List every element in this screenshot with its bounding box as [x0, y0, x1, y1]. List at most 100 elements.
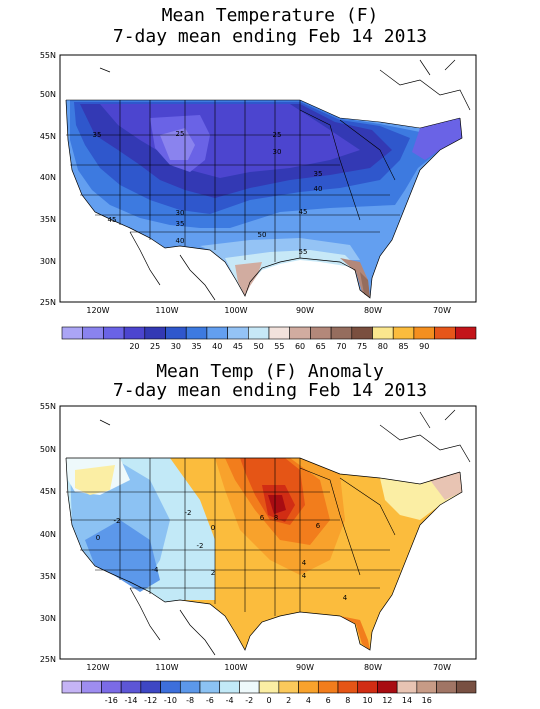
lon-label: 80W — [364, 663, 382, 672]
legend-swatch — [351, 326, 373, 340]
contour-label: 4 — [302, 572, 307, 580]
lon-label: 110W — [155, 306, 178, 315]
lat-axis-bottom: 55N 50N 45N 40N 35N 30N 25N — [40, 402, 56, 664]
temperature-legend-ticks: 20 25 30 35 40 45 50 55 60 65 70 75 80 85 90 — [129, 342, 429, 351]
lat-label: 40N — [40, 173, 56, 182]
lat-label: 25N — [40, 655, 56, 664]
legend-swatch — [248, 326, 270, 340]
lat-label: 55N — [40, 51, 56, 60]
contour-label: 2 — [211, 569, 215, 577]
legend-tick-label: 40 — [212, 342, 222, 351]
legend-tick-label: 6 — [326, 696, 331, 705]
contour-label: 30 — [176, 209, 185, 217]
lon-label: 100W — [224, 306, 247, 315]
legend-swatch — [81, 680, 102, 694]
legend-tick-label: 20 — [129, 342, 139, 351]
legend-tick-label: 0 — [266, 696, 271, 705]
contour-labels-top: 35 25 25 30 35 40 45 30 35 40 50 55 45 — [93, 130, 323, 256]
legend-swatch — [454, 326, 477, 340]
legend-swatch — [206, 326, 228, 340]
legend-tick-label: -12 — [144, 696, 157, 705]
legend-swatch — [199, 680, 221, 694]
contour-label: 50 — [258, 231, 267, 239]
legend-swatch — [289, 326, 311, 340]
lon-label: 80W — [364, 306, 382, 315]
legend-tick-label: 55 — [274, 342, 284, 351]
contour-label: 6 — [260, 514, 265, 522]
legend-swatch — [61, 326, 84, 340]
legend-tick-label: 85 — [398, 342, 408, 351]
lon-label: 110W — [155, 663, 178, 672]
contour-label: 4 — [302, 559, 307, 567]
legend-swatch — [317, 680, 339, 694]
legend-swatch — [268, 326, 291, 340]
lat-label: 30N — [40, 614, 56, 623]
legend-swatch — [337, 680, 359, 694]
legend-swatch — [160, 680, 181, 694]
legend-swatch — [330, 326, 353, 340]
legend-tick-label: 16 — [422, 696, 432, 705]
legend-swatch — [82, 326, 104, 340]
legend-tick-label: 14 — [402, 696, 412, 705]
lat-label: 55N — [40, 402, 56, 411]
legend-tick-label: 30 — [171, 342, 181, 351]
contour-label: 25 — [273, 131, 282, 139]
contour-label: 8 — [274, 514, 278, 522]
contour-label: 35 — [314, 170, 323, 178]
legend-swatch — [258, 680, 280, 694]
contour-label: 55 — [299, 248, 308, 256]
anomaly-legend — [61, 680, 477, 694]
legend-swatch — [455, 680, 477, 694]
legend-swatch — [413, 326, 435, 340]
lon-label: 120W — [86, 663, 109, 672]
map-frame-bottom — [59, 405, 477, 660]
contour-label: 6 — [316, 522, 321, 530]
lat-label: 50N — [40, 90, 56, 99]
map-frame-top — [59, 54, 477, 303]
contour-label: 0 — [211, 524, 215, 532]
contour-label: 25 — [176, 130, 185, 138]
temperature-shading — [60, 55, 476, 302]
legend-swatch — [185, 326, 208, 340]
legend-swatch — [239, 680, 260, 694]
legend-swatch — [357, 680, 378, 694]
temperature-legend — [61, 326, 477, 340]
contour-label: 4 — [343, 594, 348, 602]
map-subtitle-top: 7-day mean ending Feb 14 2013 — [112, 26, 428, 47]
contour-label: 0 — [96, 534, 100, 542]
lon-axis-bottom: 120W 110W 100W 90W 80W 70W — [86, 663, 451, 672]
legend-swatch — [179, 680, 201, 694]
legend-tick-label: 90 — [419, 342, 429, 351]
legend-swatch — [392, 326, 415, 340]
anomaly-legend-ticks: -16 -14 -12 -10 -8 -6 -4 -2 0 2 4 6 8 10 12 14 16 — [105, 696, 432, 705]
legend-swatch — [310, 326, 332, 340]
contour-label: 35 — [93, 131, 102, 139]
legend-tick-label: 2 — [286, 696, 291, 705]
legend-tick-label: -10 — [164, 696, 177, 705]
contour-label: 45 — [108, 216, 117, 224]
contour-label: -2 — [197, 542, 204, 550]
legend-tick-label: -6 — [206, 696, 214, 705]
legend-tick-label: 65 — [316, 342, 326, 351]
contour-label: -2 — [185, 509, 192, 517]
legend-swatch — [416, 680, 437, 694]
lon-axis-top: 120W 110W 100W 90W 80W 70W — [86, 306, 451, 315]
legend-tick-label: 60 — [295, 342, 305, 351]
lat-label: 50N — [40, 445, 56, 454]
contour-label: -4 — [152, 566, 160, 574]
legend-swatch — [140, 680, 161, 694]
contour-label: 40 — [314, 185, 323, 193]
legend-tick-label: 45 — [233, 342, 243, 351]
state-boundaries-bottom — [66, 458, 400, 616]
legend-swatch — [434, 326, 456, 340]
coastlines-bottom — [65, 409, 471, 656]
coastlines — [65, 59, 471, 301]
lat-label: 35N — [40, 215, 56, 224]
legend-swatch — [278, 680, 299, 694]
legend-swatch — [123, 326, 146, 340]
legend-swatch — [103, 326, 125, 340]
legend-tick-label: -4 — [226, 696, 234, 705]
legend-tick-label: 8 — [345, 696, 350, 705]
contour-labels-bottom: -2 0 -2 -2 0 2 6 8 6 4 -4 4 4 — [96, 509, 348, 602]
legend-tick-label: 25 — [150, 342, 160, 351]
